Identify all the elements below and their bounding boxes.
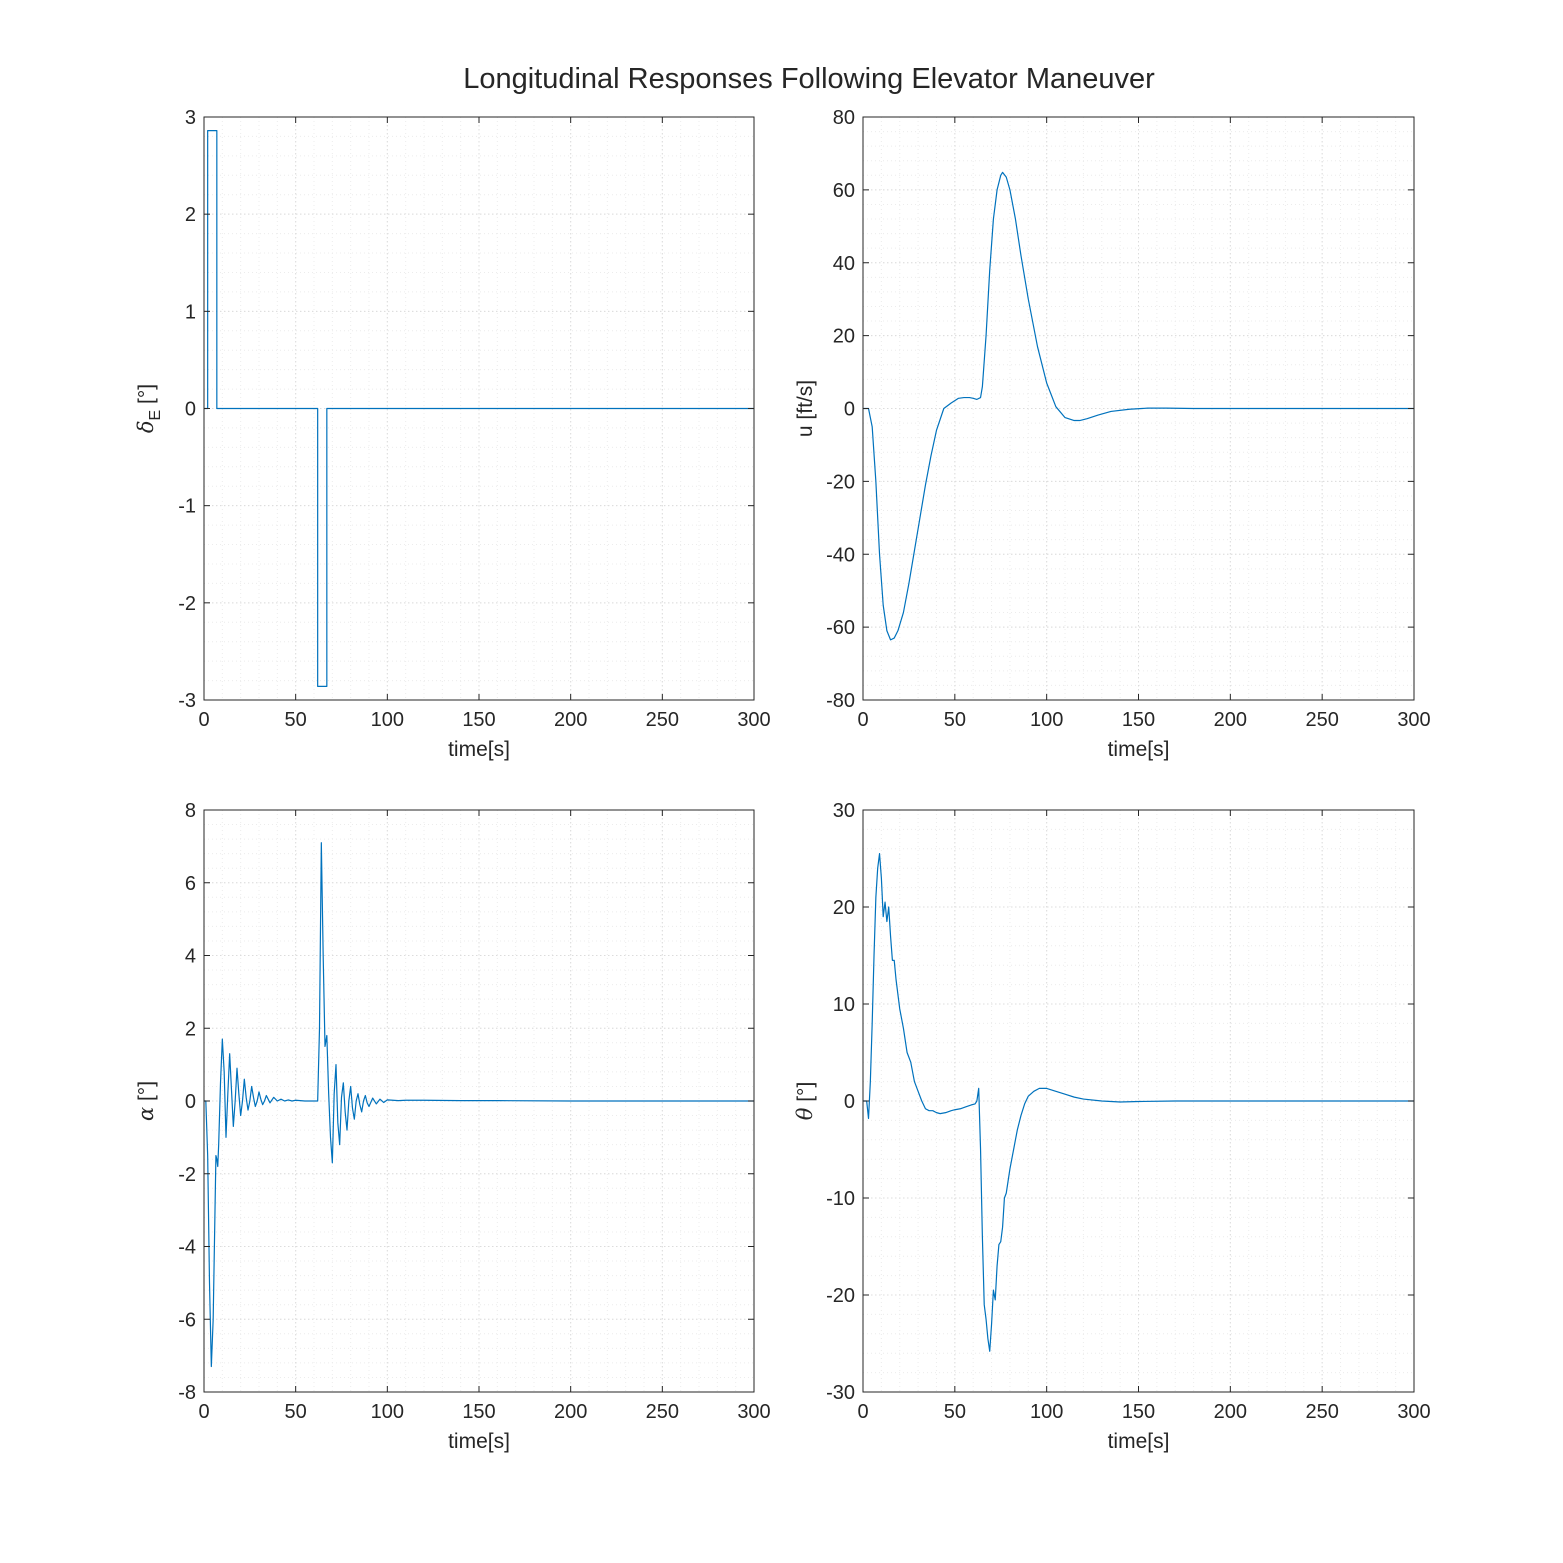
x-tick-label: 0 — [857, 709, 868, 731]
y-tick-label: 10 — [833, 994, 855, 1016]
y-tick-label: -3 — [178, 690, 196, 712]
y-tick-label: 20 — [833, 326, 855, 348]
x-tick-label: 150 — [1122, 709, 1155, 731]
x-tick-label: 50 — [944, 1401, 966, 1423]
x-tick-label: 250 — [1305, 1401, 1338, 1423]
x-tick-label: 0 — [198, 709, 209, 731]
x-tick-label: 50 — [285, 1401, 307, 1423]
x-axis-label: time[s] — [448, 738, 510, 761]
y-tick-label: -2 — [178, 1164, 196, 1186]
x-tick-label: 200 — [554, 1401, 587, 1423]
x-tick-label: 100 — [371, 709, 404, 731]
y-tick-label: 20 — [833, 897, 855, 919]
x-tick-label: 300 — [737, 709, 770, 731]
x-tick-label: 300 — [1397, 1401, 1430, 1423]
x-tick-label: 50 — [944, 709, 966, 731]
series-line-theta — [863, 853, 1414, 1352]
subplot-u-speed: 0 50 100 150 200 250 300 -80 -60 -40 -20 0 20 40 60 80 t… — [794, 107, 1431, 761]
y-tick-label: 1 — [185, 301, 196, 323]
y-tick-label: -60 — [826, 617, 855, 639]
y-tick-label: 80 — [833, 107, 855, 129]
y-tick-label: -20 — [826, 1285, 855, 1307]
x-tick-label: 100 — [1030, 1401, 1063, 1423]
y-tick-label: 0 — [185, 399, 196, 421]
x-tick-label: 0 — [857, 1401, 868, 1423]
x-tick-label: 250 — [1305, 709, 1338, 731]
y-tick-label: 2 — [185, 1018, 196, 1040]
x-tick-label: 250 — [646, 709, 679, 731]
subplot-elevator: 0 50 100 150 200 250 300 -3 -2 -1 0 1 2 3 time[s] δE [°… — [134, 107, 771, 761]
x-tick-label: 150 — [462, 709, 495, 731]
x-tick-label: 0 — [198, 1401, 209, 1423]
x-tick-label: 150 — [462, 1401, 495, 1423]
y-tick-label: -30 — [826, 1382, 855, 1404]
subplot-alpha: 0 50 100 150 200 250 300 -8 -6 -4 -2 0 2 4 6 8 time[s] α … — [134, 800, 771, 1453]
y-tick-label: 0 — [185, 1091, 196, 1113]
series-line-alpha — [204, 842, 754, 1368]
y-tick-label: 4 — [185, 946, 196, 968]
y-tick-label: 8 — [185, 800, 196, 822]
y-tick-label: 60 — [833, 180, 855, 202]
x-tick-label: 100 — [371, 1401, 404, 1423]
subplot-theta: 0 50 100 150 200 250 300 -30 -20 -10 0 10 20 30 time[s… — [793, 800, 1431, 1453]
x-tick-label: 300 — [737, 1401, 770, 1423]
y-tick-label: 3 — [185, 107, 196, 129]
y-tick-label: -2 — [178, 593, 196, 615]
y-axis-label: u [ft/s] — [794, 380, 817, 437]
x-tick-label: 250 — [646, 1401, 679, 1423]
x-tick-label: 200 — [1214, 1401, 1247, 1423]
y-tick-label: -20 — [826, 471, 855, 493]
y-tick-label: 2 — [185, 204, 196, 226]
y-tick-label: -40 — [826, 544, 855, 566]
x-axis-label: time[s] — [448, 1430, 510, 1453]
x-tick-label: 150 — [1122, 1401, 1155, 1423]
y-tick-label: 6 — [185, 873, 196, 895]
y-tick-label: -4 — [178, 1237, 196, 1259]
y-tick-label: -8 — [178, 1382, 196, 1404]
y-axis-label: δE [°] — [134, 384, 164, 433]
y-tick-label: 0 — [844, 399, 855, 421]
y-axis-label: θ [°] — [793, 1082, 817, 1121]
x-tick-label: 300 — [1397, 709, 1430, 731]
y-tick-label: -10 — [826, 1188, 855, 1210]
y-tick-label: -1 — [178, 496, 196, 518]
series-line-u-speed — [863, 171, 1414, 641]
x-tick-label: 100 — [1030, 709, 1063, 731]
x-axis-label: time[s] — [1108, 1430, 1170, 1453]
figure-title: Longitudinal Responses Following Elevato… — [463, 63, 1155, 95]
x-tick-label: 50 — [285, 709, 307, 731]
y-tick-label: 0 — [844, 1091, 855, 1113]
y-tick-label: 40 — [833, 253, 855, 275]
x-tick-label: 200 — [554, 709, 587, 731]
y-tick-label: 30 — [833, 800, 855, 822]
y-tick-label: -6 — [178, 1309, 196, 1331]
y-tick-label: -80 — [826, 690, 855, 712]
y-axis-label: α [°] — [134, 1081, 158, 1121]
x-axis-label: time[s] — [1108, 738, 1170, 761]
x-tick-label: 200 — [1214, 709, 1247, 731]
